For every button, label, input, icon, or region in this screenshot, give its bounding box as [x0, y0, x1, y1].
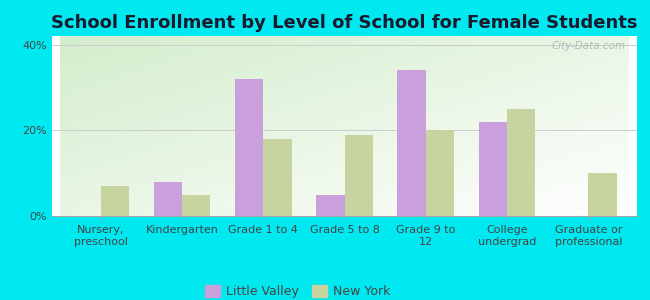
Bar	[507, 109, 536, 216]
Title: School Enrollment by Level of School for Female Students: School Enrollment by Level of School for…	[51, 14, 638, 32]
Bar	[588, 173, 617, 216]
Bar	[478, 122, 507, 216]
Bar	[397, 70, 426, 216]
Bar	[263, 139, 292, 216]
Bar	[235, 79, 263, 216]
Bar	[101, 186, 129, 216]
Bar	[153, 182, 182, 216]
Bar	[426, 130, 454, 216]
Bar	[182, 195, 211, 216]
Text: City-Data.com: City-Data.com	[551, 41, 625, 51]
Bar	[316, 195, 344, 216]
Legend: Little Valley, New York: Little Valley, New York	[200, 280, 395, 300]
Bar	[344, 135, 373, 216]
